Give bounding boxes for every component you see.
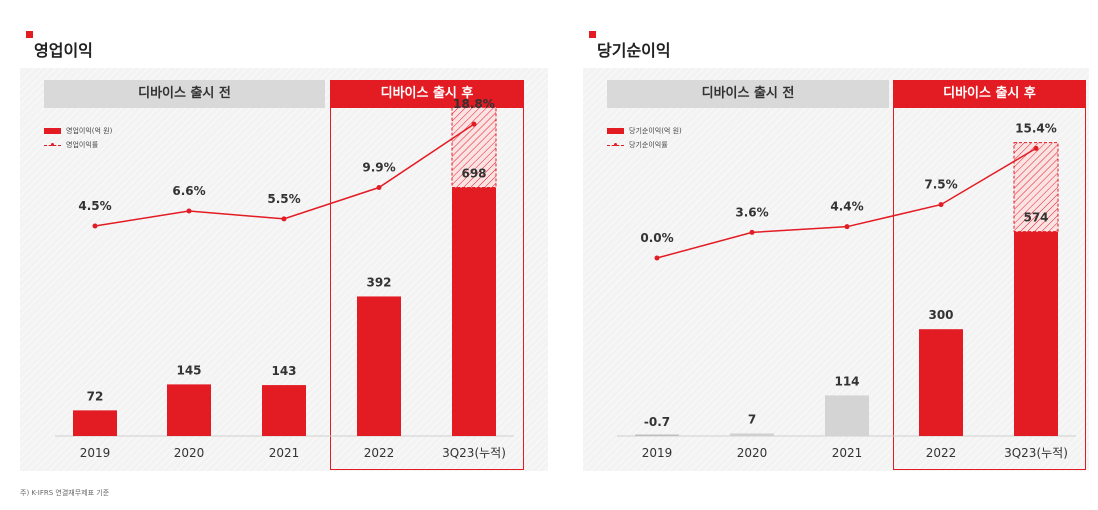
title-marker-icon: [589, 31, 596, 38]
x-tick-label: 2020: [737, 446, 768, 460]
bar-2021: [825, 395, 869, 436]
margin-label: 0.0%: [640, 231, 673, 245]
bar-value-label: 300: [928, 308, 953, 322]
bar-value-label: 143: [271, 364, 296, 378]
legend-line-swatch: [607, 142, 624, 148]
margin-label: 6.6%: [172, 184, 205, 198]
net-income-title: 당기순이익: [589, 31, 671, 61]
legend-left: 영업이익(억 원) 영업이익률: [44, 124, 112, 152]
margin-label: 9.9%: [362, 161, 395, 175]
bar-value-label: 698: [461, 167, 486, 181]
x-tick-label: 2019: [642, 446, 673, 460]
margin-label: 7.5%: [924, 178, 957, 192]
bar-2022: [357, 296, 401, 436]
bar-2022: [919, 329, 963, 436]
margin-point-2021: [281, 216, 287, 222]
legend-bar-label: 영업이익(억 원): [66, 127, 113, 135]
legend-line-entry: 당기순이익률: [607, 138, 682, 152]
margin-label: 18.8%: [453, 97, 495, 111]
after-launch-header-left: 디바이스 출시 후: [330, 80, 524, 108]
bar-2020: [167, 384, 211, 436]
legend-line-swatch: [44, 142, 61, 148]
bar-value-label: 114: [834, 374, 859, 388]
bar-value-label: 145: [176, 363, 201, 377]
x-tick-label: 2021: [269, 446, 300, 460]
bar-value-label: 72: [87, 389, 104, 403]
margin-point-2019: [92, 223, 98, 229]
margin-label: 3.6%: [735, 205, 768, 219]
legend-bar-label: 당기순이익(억 원): [629, 127, 682, 135]
legend-bar-swatch: [607, 128, 624, 134]
bar-value-label: 392: [366, 275, 391, 289]
x-tick-label: 2022: [364, 446, 395, 460]
margin-label: 15.4%: [1015, 121, 1057, 135]
legend-line-label: 영업이익률: [66, 141, 99, 149]
bar-2020: [730, 433, 774, 436]
margin-label: 5.5%: [267, 192, 300, 206]
before-launch-header-left: 디바이스 출시 전: [44, 80, 325, 108]
bar-hatched-extension: [451, 106, 497, 189]
margin-point-2022: [376, 185, 382, 191]
bar-value-label: 7: [748, 413, 756, 427]
margin-point-2020: [749, 229, 755, 235]
after-launch-box-right: [893, 80, 1086, 470]
legend-bar-entry: 영업이익(억 원): [44, 124, 112, 138]
net-income-title-text: 당기순이익: [597, 41, 671, 60]
margin-point-2019: [654, 255, 660, 261]
bar-3Q23(누적): [1014, 231, 1058, 436]
x-tick-label: 3Q23(누적): [442, 446, 506, 460]
bar-value-label: 574: [1023, 211, 1048, 225]
margin-point-2021: [844, 224, 850, 230]
margin-point-2022: [938, 202, 944, 208]
x-tick-label: 2022: [926, 446, 957, 460]
legend-line-label: 당기순이익률: [629, 141, 668, 149]
title-marker-icon: [26, 31, 33, 38]
footnote: 주) K-IFRS 연결재무제표 기준: [20, 489, 110, 497]
bar-2019: [73, 410, 117, 436]
after-launch-header-right: 디바이스 출시 후: [893, 80, 1086, 108]
margin-point-3Q23(누적): [1033, 145, 1039, 151]
margin-label: 4.4%: [830, 200, 863, 214]
legend-line-entry: 영업이익률: [44, 138, 112, 152]
margin-point-3Q23(누적): [471, 121, 477, 127]
after-launch-box-left: [330, 80, 524, 470]
legend-right: 당기순이익(억 원) 당기순이익률: [607, 124, 682, 152]
margin-label: 4.5%: [78, 199, 111, 213]
margin-point-2020: [186, 208, 192, 214]
x-tick-label: 2019: [80, 446, 111, 460]
legend-bar-entry: 당기순이익(억 원): [607, 124, 682, 138]
bar-2019: [635, 434, 679, 436]
bar-3Q23(누적): [452, 187, 496, 436]
x-tick-label: 3Q23(누적): [1004, 446, 1068, 460]
bar-2021: [262, 385, 306, 436]
legend-bar-swatch: [44, 128, 61, 134]
x-tick-label: 2020: [174, 446, 205, 460]
before-launch-header-right: 디바이스 출시 전: [607, 80, 889, 108]
x-tick-label: 2021: [832, 446, 863, 460]
bar-value-label: -0.7: [644, 415, 670, 429]
operating-profit-title-text: 영업이익: [34, 41, 93, 60]
operating-profit-title: 영업이익: [26, 31, 93, 61]
